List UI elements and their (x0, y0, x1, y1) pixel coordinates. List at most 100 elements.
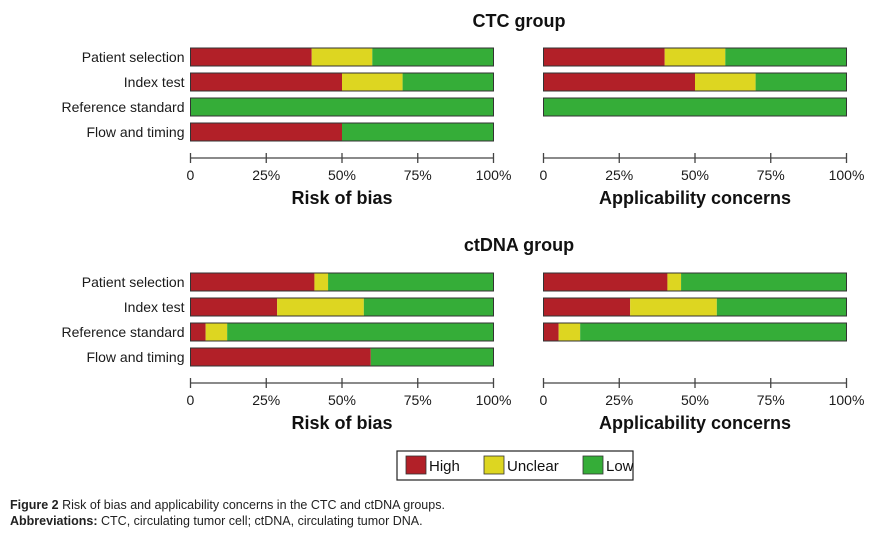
abbreviations: Abbreviations: CTC, circulating tumor ce… (10, 514, 423, 528)
x-tick-label: 75% (404, 167, 432, 183)
bar-outline (190, 97, 494, 117)
x-tick-label: 0 (540, 167, 548, 183)
bar-segment-low (342, 123, 494, 141)
category-label: Flow and timing (86, 349, 184, 365)
bar-outline (190, 47, 494, 67)
category-label: Patient selection (82, 49, 185, 65)
legend-label-unclear: Unclear (507, 458, 559, 475)
abbreviations-text: CTC, circulating tumor cell; ctDNA, circ… (101, 514, 423, 528)
group-title-ctc: CTC group (473, 11, 566, 31)
x-tick-label: 100% (829, 167, 865, 183)
x-tick-label: 100% (476, 392, 512, 408)
x-tick-label: 0 (187, 167, 195, 183)
category-label: Reference standard (62, 324, 185, 340)
bar-outline (190, 297, 494, 317)
bar-segment-low (716, 298, 847, 316)
bar-outline (543, 72, 847, 92)
bar-segment-high (543, 73, 695, 91)
x-tick-label: 50% (681, 392, 709, 408)
bar-segment-unclear (277, 298, 364, 316)
bar-segment-high (190, 348, 371, 366)
bar-segment-high (543, 323, 559, 341)
legend-label-low: Low (606, 458, 634, 475)
bar-segment-unclear (311, 48, 373, 66)
bar-outline (543, 47, 847, 67)
x-tick-label: 50% (328, 392, 356, 408)
panels: Patient selection Index test Reference sta… (62, 47, 865, 433)
bar-outline (190, 272, 494, 292)
bar-segment-high (543, 48, 665, 66)
bar-segment-low (363, 298, 494, 316)
abbreviations-label: Abbreviations: (10, 514, 98, 528)
bar-outline (190, 72, 494, 92)
bar-segment-low (402, 73, 494, 91)
bar-outline (190, 347, 494, 367)
x-tick-label: 100% (829, 392, 865, 408)
bar-outline (543, 97, 847, 117)
legend-label-high: High (429, 458, 460, 475)
panel-title: Risk of bias (291, 413, 392, 433)
bar-outline (190, 122, 494, 142)
legend-swatch-unclear (483, 455, 505, 475)
bar-segment-unclear (664, 48, 726, 66)
category-label: Reference standard (62, 99, 185, 115)
bar-segment-low (190, 98, 494, 116)
bar-segment-unclear (314, 273, 329, 291)
ctc-rob-panel: Patient selection Index test Reference sta… (62, 47, 512, 208)
bar-segment-high (543, 298, 631, 316)
bar-segment-unclear (205, 323, 228, 341)
panel-title: Applicability concerns (599, 188, 791, 208)
bar-segment-low (725, 48, 847, 66)
bar-outline (190, 322, 494, 342)
bar-segment-low (328, 273, 494, 291)
bar-outline (543, 322, 847, 342)
bar-segment-high (190, 298, 278, 316)
x-tick-label: 75% (757, 167, 785, 183)
x-tick-label: 25% (252, 167, 280, 183)
bar-segment-unclear (342, 73, 403, 91)
category-label: Patient selection (82, 274, 185, 290)
x-tick-label: 25% (605, 392, 633, 408)
bar-segment-unclear (630, 298, 717, 316)
bar-segment-high (543, 273, 668, 291)
bar-segment-low (227, 323, 494, 341)
bar-segment-low (370, 348, 494, 366)
bar-segment-unclear (667, 273, 682, 291)
legend: High Unclear Low (396, 450, 634, 481)
x-tick-label: 50% (681, 167, 709, 183)
bar-segment-low (372, 48, 494, 66)
bar-outline (543, 272, 847, 292)
x-tick-label: 75% (404, 392, 432, 408)
bar-segment-low (755, 73, 847, 91)
x-tick-label: 25% (605, 167, 633, 183)
bar-segment-low (543, 98, 847, 116)
ctc-app-panel: 0 25% 50% 75% 100% Applicability concerns (540, 47, 865, 208)
legend-swatch-low (582, 455, 604, 475)
ctdna-app-panel: 0 25% 50% 75% 100% Applicability concerns (540, 272, 865, 433)
x-tick-label: 100% (476, 167, 512, 183)
bar-segment-high (190, 273, 315, 291)
caption-label: Figure 2 (10, 498, 59, 512)
caption-text: Risk of bias and applicability concerns … (62, 498, 445, 512)
bar-segment-high (190, 123, 342, 141)
bar-segment-high (190, 73, 342, 91)
group-title-ctdna: ctDNA group (464, 235, 574, 255)
bar-segment-low (681, 273, 847, 291)
x-tick-label: 25% (252, 392, 280, 408)
x-tick-label: 75% (757, 392, 785, 408)
bar-segment-unclear (558, 323, 581, 341)
bar-outline (543, 297, 847, 317)
bar-segment-unclear (695, 73, 756, 91)
category-label: Index test (124, 74, 185, 90)
panel-title: Risk of bias (291, 188, 392, 208)
x-tick-label: 50% (328, 167, 356, 183)
x-tick-label: 0 (187, 392, 195, 408)
bar-segment-high (190, 323, 206, 341)
category-label: Index test (124, 299, 185, 315)
panel-title: Applicability concerns (599, 413, 791, 433)
category-label: Flow and timing (86, 124, 184, 140)
ctdna-rob-panel: Patient selection Index test Reference sta… (62, 272, 512, 433)
legend-swatch-high (405, 455, 427, 475)
bar-segment-high (190, 48, 312, 66)
